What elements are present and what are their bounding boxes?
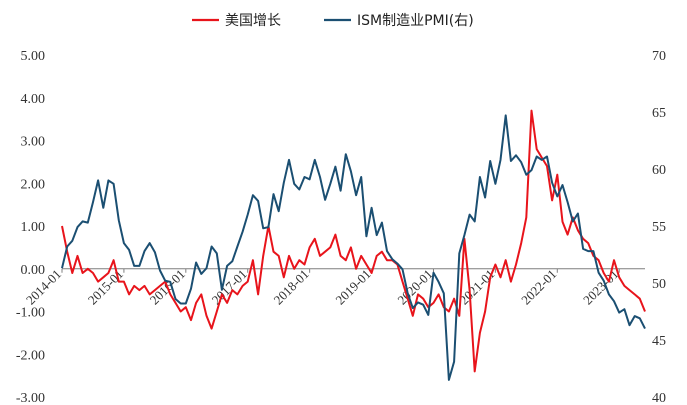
y-left-tick-label: 0.00 <box>21 263 46 278</box>
plot-area <box>61 109 646 381</box>
y-right-tick-label: 65 <box>652 106 666 121</box>
y-left-tick-label: 5.00 <box>21 49 46 64</box>
y-left-tick-label: 4.00 <box>21 92 46 107</box>
y-left-tick-label: -3.00 <box>16 391 45 405</box>
y-right-tick-label: 60 <box>652 163 666 178</box>
y-axis-left: 5.00 4.00 3.00 2.00 1.00 0.00 -1.00 -2.00 -3.00 <box>16 49 45 405</box>
y-left-tick-label: -1.00 <box>16 306 45 321</box>
y-right-tick-label: 50 <box>652 277 666 292</box>
y-right-tick-label: 55 <box>652 220 666 235</box>
legend-label-pmi: ISM制造业PMI(右) <box>357 13 474 29</box>
y-left-tick-label: 3.00 <box>21 135 46 150</box>
y-left-tick-label: -2.00 <box>16 348 45 363</box>
y-axis-right: 70 65 60 55 50 45 40 <box>652 49 666 405</box>
y-right-tick-label: 45 <box>652 334 666 349</box>
legend: 美国增长 ISM制造业PMI(右) <box>192 13 474 29</box>
y-left-tick-label: 1.00 <box>21 220 46 235</box>
y-right-tick-label: 70 <box>652 49 666 64</box>
x-tick-label: 2017-01 <box>209 266 250 307</box>
series-line-growth <box>61 109 646 373</box>
legend-label-growth: 美国增长 <box>225 13 281 29</box>
x-tick-label: 2019-01 <box>332 266 373 307</box>
x-tick-label: 2022-01 <box>518 266 559 307</box>
x-axis: 2014-01 2015-01 2016-01 2017-01 2018-01 2019-… <box>23 266 621 307</box>
y-left-tick-label: 2.00 <box>21 177 46 192</box>
x-tick-label: 2018-01 <box>271 266 312 307</box>
series-line-pmi <box>61 114 646 381</box>
y-right-tick-label: 40 <box>652 391 666 405</box>
